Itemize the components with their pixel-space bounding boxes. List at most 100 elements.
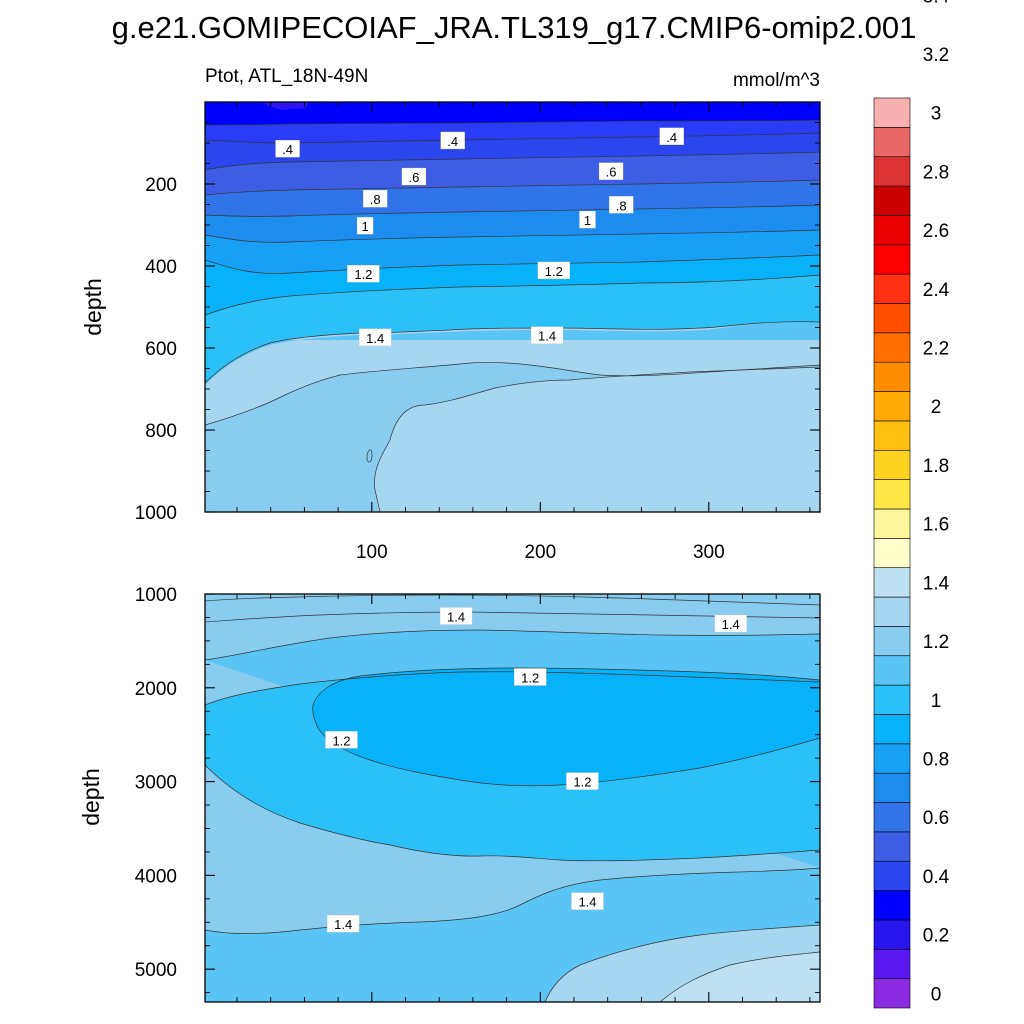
svg-text:1.2: 1.2 — [354, 267, 372, 282]
colorbar-label: 2.4 — [923, 280, 950, 301]
svg-text:.8: .8 — [616, 198, 627, 213]
colorbar-label: 0.2 — [923, 926, 949, 947]
colorbar-swatch — [873, 538, 911, 568]
ytick-label: 800 — [145, 421, 177, 442]
colorbar-swatch — [873, 919, 911, 950]
contour-label: 1.4 — [714, 614, 747, 633]
svg-text:1: 1 — [361, 219, 368, 234]
band-1.2-1.4 — [205, 321, 820, 385]
colorbar-swatch — [873, 185, 911, 216]
contour-label: .4 — [659, 127, 684, 145]
contour-label: 1.4 — [439, 607, 473, 625]
svg-text:.4: .4 — [666, 130, 677, 145]
top-panel-variable: Ptot, ATL_18N-49N — [205, 66, 368, 87]
contour-label: 1 — [356, 217, 374, 235]
colorbar-swatch — [873, 772, 911, 803]
colorbar-swatch — [873, 714, 911, 745]
upper-contour-panel: .4.4.4.6.6.8.81 11.2 1.21.4 1.4 20040060080… — [80, 101, 821, 563]
svg-text:.6: .6 — [606, 165, 617, 180]
svg-text:1.4: 1.4 — [366, 331, 384, 346]
band-1.5-1.6-deep — [660, 952, 820, 1002]
colorbar-swatch — [873, 420, 911, 451]
colorbar-swatch — [873, 860, 911, 891]
contour-label: .6 — [598, 162, 624, 180]
colorbar-label: 2.2 — [923, 339, 949, 360]
colorbar-swatch — [873, 215, 911, 246]
colorbar-label: 1.8 — [923, 456, 949, 477]
contour-label: .8 — [363, 190, 388, 208]
colorbar-swatch — [873, 655, 911, 686]
colorbar-label: 0.8 — [923, 749, 949, 770]
colorbar-swatch — [873, 449, 911, 480]
ytick-label: 1000 — [135, 503, 177, 524]
ytick-label: 2000 — [135, 679, 177, 700]
colorbar-swatch — [873, 273, 911, 304]
upper-ylabel: depth — [80, 278, 106, 336]
band-lt-0.2 — [262, 102, 308, 110]
colorbar-swatch — [873, 596, 911, 627]
colorbar-swatch — [873, 978, 911, 1009]
colorbar-label: 1.2 — [923, 632, 949, 653]
contour-label: 1.4 — [571, 892, 604, 910]
lower-plot-frame — [204, 593, 821, 1003]
svg-text:1.2: 1.2 — [545, 264, 563, 279]
colorbar-swatch — [873, 743, 911, 774]
svg-text:1.4: 1.4 — [447, 610, 465, 625]
lower-contour-labels: 1.4 1.4 1.2 1.2 1.2 1.4 1.4 — [325, 607, 747, 933]
svg-text:.8: .8 — [370, 192, 381, 207]
svg-text:1.4: 1.4 — [578, 895, 596, 910]
colorbar-label: 0.4 — [923, 867, 950, 888]
svg-text:.6: .6 — [409, 170, 420, 185]
colorbar-label: 2.6 — [923, 221, 949, 242]
contour-label: 1.2 — [566, 772, 599, 790]
lower-axis-ticks: 1000 2000 3000 4000 5000 — [135, 585, 820, 1002]
colorbar-swatch — [873, 684, 911, 715]
colorbar-swatch — [873, 508, 911, 539]
contour-label: 1.4 — [327, 915, 360, 933]
colorbar-swatch — [873, 890, 911, 921]
contour-label: 1.2 — [347, 265, 380, 283]
figure-title: g.e21.GOMIPECOIAF_JRA.TL319_g17.CMIP6-om… — [112, 10, 917, 45]
band-1.5-1.6 — [205, 594, 820, 605]
xtick-label: 100 — [356, 542, 388, 563]
colorbar-swatch — [873, 626, 911, 657]
colorbar-label: 3.2 — [923, 45, 949, 66]
contour-label: .6 — [401, 167, 427, 186]
colorbar-label: 0 — [931, 984, 942, 1005]
svg-text:.4: .4 — [282, 142, 293, 157]
xtick-label: 300 — [693, 542, 725, 563]
svg-text:1.4: 1.4 — [722, 617, 740, 632]
lower-contour-panel: 1.4 1.4 1.2 1.2 1.2 1.4 1.4 1000 2000 3000 4000 50… — [78, 585, 821, 1003]
xtick-label: 200 — [524, 542, 556, 563]
ytick-label: 600 — [145, 339, 177, 360]
svg-text:1.2: 1.2 — [521, 670, 539, 685]
colorbar-label: 0.6 — [923, 808, 949, 829]
ytick-label: 3000 — [135, 773, 177, 794]
colorbar-swatch — [873, 97, 911, 128]
colorbar-swatch — [873, 156, 911, 187]
contour-label: 1 — [579, 210, 596, 229]
colorbar-label: 2.8 — [923, 162, 949, 183]
ytick-label: 400 — [145, 257, 177, 278]
colorbar-swatch — [873, 802, 911, 833]
svg-text:1: 1 — [584, 213, 591, 228]
colorbar-swatch — [873, 391, 911, 422]
colorbar-swatch — [873, 831, 911, 862]
contour-label: 1.2 — [325, 731, 358, 749]
upper-contour-labels: .4.4.4.6.6.8.81 11.2 1.21.4 1.4 — [275, 127, 684, 346]
svg-text:1.4: 1.4 — [538, 329, 556, 344]
ytick-label: 200 — [145, 175, 177, 196]
svg-text:1.2: 1.2 — [573, 775, 591, 790]
colorbar-swatch — [873, 244, 911, 275]
band-0.2-0.3 — [205, 102, 820, 125]
colorbar-label: 2 — [931, 397, 942, 418]
contour-label: 1.4 — [530, 326, 564, 344]
svg-text:1.2: 1.2 — [332, 733, 350, 748]
colorbar-label: 1.4 — [923, 573, 950, 594]
top-panel-units: mmol/m^3 — [733, 70, 820, 91]
contour-label: 1.2 — [514, 668, 547, 686]
upper-axis-ticks: 200 400 600 800 1000 100 200 300 — [135, 101, 820, 563]
colorbar-swatch — [873, 127, 911, 158]
colorbar-label: 1 — [931, 691, 942, 712]
colorbar: 0 0.2 0.4 0.6 0.8 1 1.2 1.4 1.6 1.8 2 2.2 2.4 2.6 2.8 3… — [873, 0, 950, 1009]
